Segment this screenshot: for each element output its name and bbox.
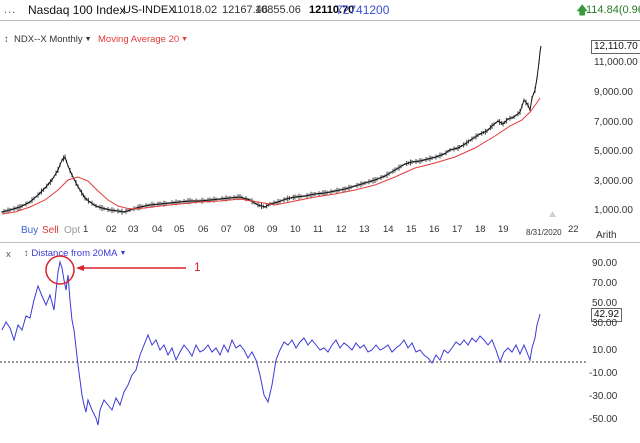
low-value: 10855.06 bbox=[255, 4, 301, 16]
price-axis-label: 7,000.00 bbox=[594, 117, 633, 128]
close-value: 12110.70 bbox=[309, 4, 355, 16]
x-axis-label: 02 bbox=[106, 224, 117, 235]
x-axis-label: 08 bbox=[244, 224, 255, 235]
buy-button[interactable]: Buy bbox=[21, 225, 39, 236]
chevron-down-icon[interactable]: ▼ bbox=[119, 250, 127, 257]
scroll-arrow-icon[interactable] bbox=[549, 211, 556, 217]
indicator-axis-label: -30.00 bbox=[589, 391, 618, 402]
distance-ma-label[interactable]: ↕ Distance from 20MA ▼ bbox=[24, 248, 127, 259]
x-axis-label: 18 bbox=[475, 224, 486, 235]
indicator-axis-label: 50.00 bbox=[592, 298, 618, 309]
price-line bbox=[1, 45, 542, 213]
price-axis-label: 11,000.00 bbox=[594, 57, 638, 68]
indicator-axis-label: 90.00 bbox=[592, 258, 618, 269]
symbol-study-label[interactable]: NDX--X Monthly ▼ bbox=[14, 34, 92, 45]
header-divider bbox=[0, 20, 640, 21]
indicator-axis-label: -50.00 bbox=[589, 414, 618, 425]
indicator-axis-label: 70.00 bbox=[592, 278, 618, 289]
index-name: Nasdaq 100 Index bbox=[28, 3, 126, 17]
x-axis-label: 10 bbox=[290, 224, 301, 235]
chevron-down-icon[interactable]: ▼ bbox=[84, 36, 92, 43]
up-arrow-icon: 🡅 bbox=[576, 3, 589, 17]
x-axis-label: 04 bbox=[152, 224, 163, 235]
distance-line bbox=[1, 260, 541, 426]
x-axis-label: 05 bbox=[174, 224, 185, 235]
price-bars bbox=[1, 51, 541, 215]
x-axis-label: 19 bbox=[498, 224, 509, 235]
close-icon[interactable]: x bbox=[6, 249, 11, 260]
annotation-number: 1 bbox=[194, 260, 201, 274]
price-axis-label: 1,000.00 bbox=[594, 205, 633, 216]
open-value: 11018.02 bbox=[172, 4, 218, 16]
indicator-axis-label: -10.00 bbox=[589, 368, 618, 379]
scale-mode-label[interactable]: Arith bbox=[596, 230, 617, 241]
x-axis-label: 11 bbox=[313, 224, 323, 235]
indicator-axis-label: 30.00 bbox=[592, 318, 618, 329]
highlight-circle bbox=[45, 255, 75, 285]
options-button[interactable]: Opt bbox=[64, 225, 81, 236]
menu-dots-icon[interactable]: ... bbox=[4, 4, 17, 16]
x-axis-label: 12 bbox=[336, 224, 347, 235]
x-axis-label: 22 bbox=[568, 224, 579, 235]
symbol-label: US-INDEX bbox=[123, 4, 176, 16]
price-panel-close-icon[interactable]: ↕ bbox=[4, 34, 9, 45]
moving-average-label[interactable]: Moving Average 20 ▼ bbox=[98, 34, 189, 45]
indicator-axis-label: 10.00 bbox=[592, 345, 618, 356]
moving-average-line bbox=[1, 97, 541, 215]
x-axis-label: 14 bbox=[383, 224, 394, 235]
last-price-tag: 12,110.70 bbox=[591, 40, 640, 54]
x-axis-label: 1 bbox=[83, 224, 89, 235]
high-value: 12167.46 bbox=[222, 4, 268, 16]
chevron-down-icon[interactable]: ▼ bbox=[181, 36, 189, 43]
last-indicator-tag: 42.92 bbox=[591, 308, 623, 322]
price-axis-label: 9,000.00 bbox=[594, 87, 633, 98]
x-axis-label: 03 bbox=[128, 224, 139, 235]
x-axis-label: 16 bbox=[429, 224, 440, 235]
price-axis-label: 5,000.00 bbox=[594, 146, 633, 157]
change-value: 114.84(0.96%) bbox=[586, 4, 640, 16]
sell-button[interactable]: Sell bbox=[42, 225, 59, 236]
quote-header: ... Nasdaq 100 Index US-INDEX 11018.02 1… bbox=[0, 0, 640, 20]
volume-value: 72741200 bbox=[336, 3, 390, 17]
x-axis-label: 07 bbox=[221, 224, 232, 235]
x-axis-label: 17 bbox=[452, 224, 463, 235]
last-date-label: 8/31/2020 bbox=[526, 228, 562, 237]
arrow-head-icon bbox=[76, 265, 84, 271]
x-axis-label: 06 bbox=[198, 224, 209, 235]
x-axis-label: 15 bbox=[406, 224, 417, 235]
x-axis-label: 13 bbox=[359, 224, 370, 235]
panel-divider[interactable] bbox=[0, 242, 640, 243]
x-axis-label: 09 bbox=[267, 224, 278, 235]
price-axis-label: 3,000.00 bbox=[594, 176, 633, 187]
